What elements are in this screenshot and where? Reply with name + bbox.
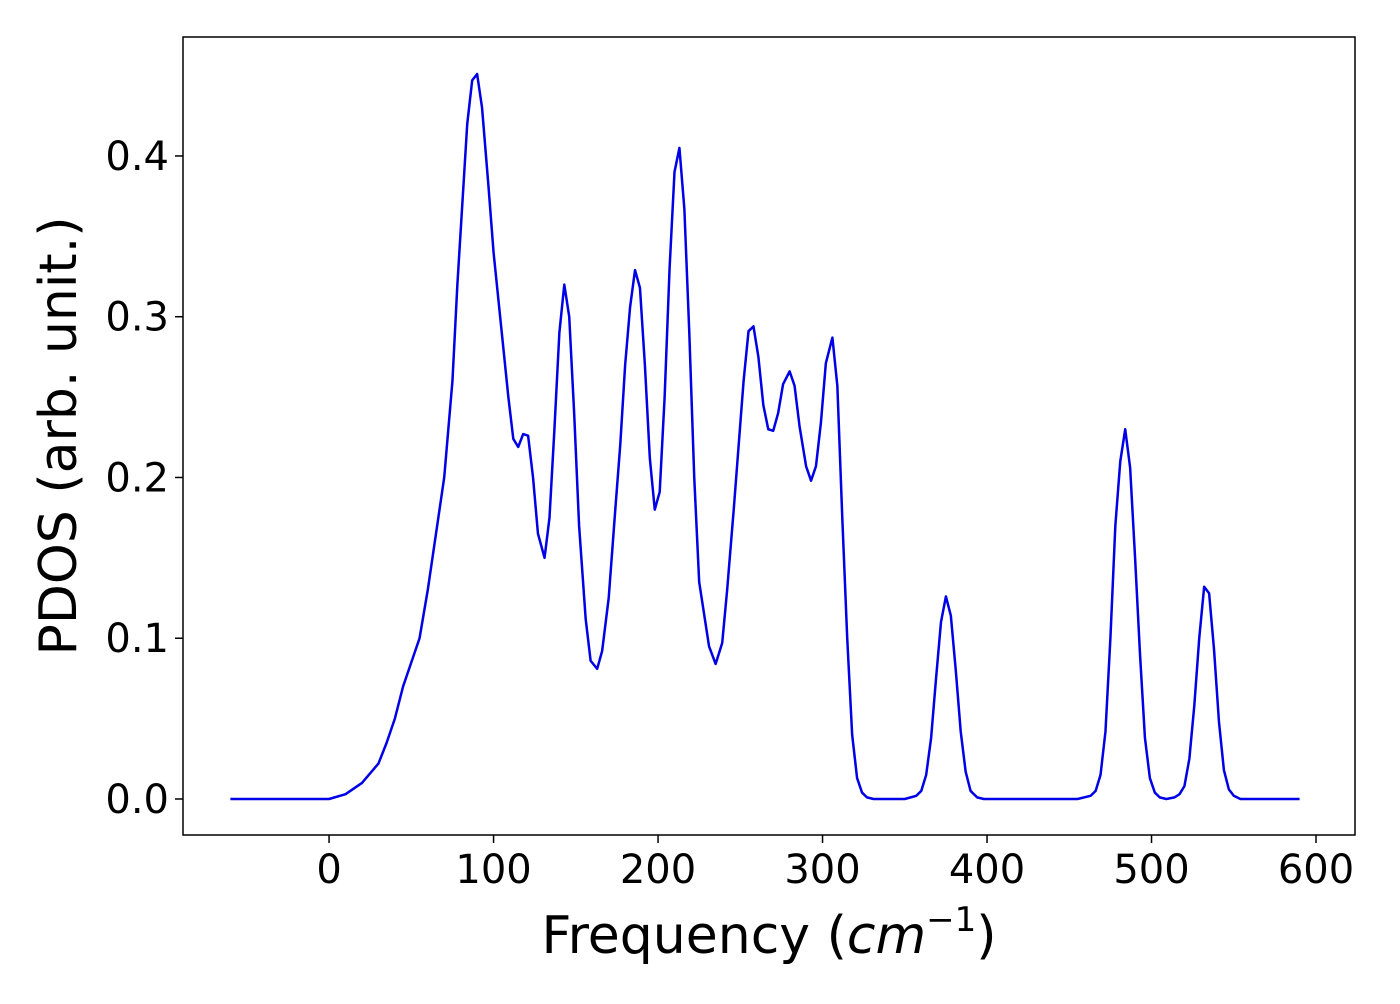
y-tick-label: 0.1 xyxy=(105,616,169,662)
y-tick-label: 0.4 xyxy=(105,134,169,180)
x-tick-label: 0 xyxy=(316,847,341,893)
x-label-sup: −1 xyxy=(926,900,976,940)
x-tick-label: 600 xyxy=(1278,847,1354,893)
x-tick-label: 200 xyxy=(620,847,696,893)
x-tick-label: 500 xyxy=(1113,847,1189,893)
x-label-text: Frequency ( xyxy=(541,906,846,966)
x-tick-label: 400 xyxy=(949,847,1025,893)
y-tick-label: 0.0 xyxy=(105,777,169,823)
x-label-close: ) xyxy=(976,906,996,966)
y-tick-label: 0.3 xyxy=(105,295,169,341)
x-axis-label: Frequency (cm−1) xyxy=(541,900,996,966)
x-label-math: cm xyxy=(847,906,926,966)
x-tick-label: 300 xyxy=(784,847,860,893)
pdos-line xyxy=(230,72,1300,801)
y-tick-label: 0.2 xyxy=(105,455,169,501)
x-tick-label: 100 xyxy=(455,847,531,893)
plot-frame xyxy=(182,36,1356,836)
y-axis-label: PDOS (arb. unit.) xyxy=(29,216,89,655)
